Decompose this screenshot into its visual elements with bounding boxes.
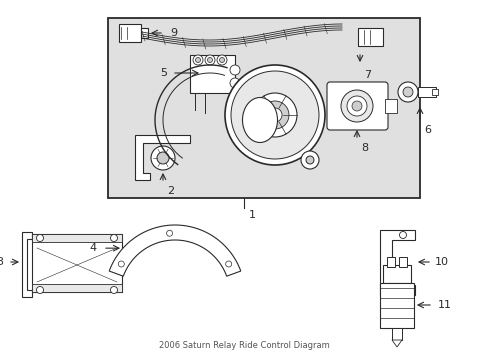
Circle shape bbox=[207, 58, 212, 63]
Bar bbox=[32, 234, 122, 292]
Text: 4: 4 bbox=[89, 243, 96, 253]
Circle shape bbox=[229, 65, 240, 75]
Circle shape bbox=[351, 101, 361, 111]
Circle shape bbox=[301, 151, 318, 169]
Text: 1: 1 bbox=[248, 210, 255, 220]
Text: 10: 10 bbox=[434, 257, 448, 267]
Circle shape bbox=[252, 93, 296, 137]
Circle shape bbox=[217, 55, 226, 65]
Bar bbox=[190, 55, 235, 93]
Circle shape bbox=[157, 152, 169, 164]
Text: 5: 5 bbox=[160, 68, 167, 78]
Circle shape bbox=[219, 58, 224, 63]
Circle shape bbox=[37, 287, 43, 293]
Bar bbox=[108, 18, 419, 198]
Polygon shape bbox=[391, 340, 401, 347]
Ellipse shape bbox=[242, 98, 277, 143]
Circle shape bbox=[224, 65, 325, 165]
Bar bbox=[379, 283, 413, 328]
Bar bbox=[386, 257, 394, 267]
Circle shape bbox=[399, 231, 406, 238]
Polygon shape bbox=[135, 135, 190, 180]
Circle shape bbox=[166, 230, 172, 236]
Circle shape bbox=[110, 287, 117, 293]
Text: 7: 7 bbox=[364, 70, 371, 80]
Bar bbox=[119, 24, 141, 42]
Polygon shape bbox=[22, 232, 32, 297]
Circle shape bbox=[37, 234, 43, 242]
Circle shape bbox=[267, 108, 282, 122]
Bar bbox=[398, 257, 406, 267]
Circle shape bbox=[110, 234, 117, 242]
Bar bbox=[382, 265, 410, 283]
Bar bbox=[32, 234, 122, 242]
Polygon shape bbox=[109, 225, 240, 276]
Circle shape bbox=[225, 261, 231, 267]
Circle shape bbox=[346, 96, 366, 116]
Circle shape bbox=[340, 90, 372, 122]
Bar bbox=[32, 284, 122, 292]
Circle shape bbox=[402, 87, 412, 97]
Bar bbox=[141, 28, 148, 38]
Text: 8: 8 bbox=[361, 143, 368, 153]
Circle shape bbox=[151, 146, 175, 170]
Text: 3: 3 bbox=[0, 257, 3, 267]
Circle shape bbox=[204, 55, 215, 65]
Circle shape bbox=[230, 71, 318, 159]
Bar bbox=[384, 99, 396, 113]
Circle shape bbox=[195, 58, 200, 63]
Circle shape bbox=[118, 261, 124, 267]
Bar bbox=[417, 87, 435, 97]
Bar bbox=[431, 89, 437, 95]
Text: 2: 2 bbox=[167, 186, 174, 196]
Text: 6: 6 bbox=[424, 125, 430, 135]
Circle shape bbox=[397, 82, 417, 102]
Text: 2006 Saturn Relay Ride Control Diagram: 2006 Saturn Relay Ride Control Diagram bbox=[158, 341, 329, 350]
Circle shape bbox=[399, 287, 406, 293]
Circle shape bbox=[261, 101, 288, 129]
Polygon shape bbox=[379, 230, 414, 295]
Text: 9: 9 bbox=[170, 28, 177, 38]
Circle shape bbox=[193, 55, 203, 65]
FancyBboxPatch shape bbox=[326, 82, 387, 130]
Circle shape bbox=[305, 156, 313, 164]
Text: 11: 11 bbox=[437, 300, 451, 310]
Circle shape bbox=[229, 78, 240, 88]
Bar bbox=[391, 328, 401, 340]
Bar bbox=[357, 28, 382, 46]
